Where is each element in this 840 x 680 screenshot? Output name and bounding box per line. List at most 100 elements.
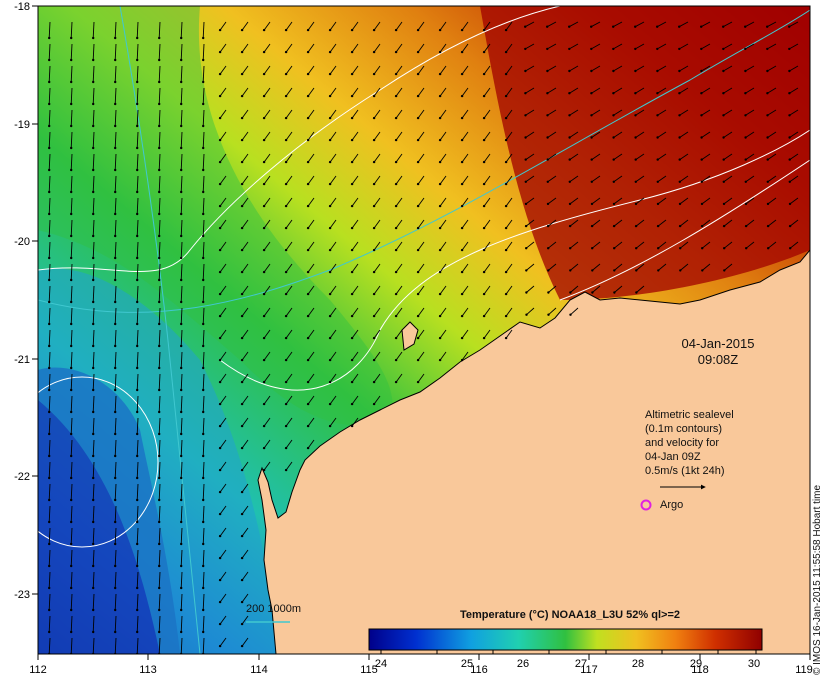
- velocity-arrow-tip: [158, 300, 161, 304]
- velocity-arrow: [461, 65, 469, 75]
- velocity-arrow: [329, 395, 337, 405]
- velocity-arrow-tip: [634, 47, 637, 51]
- velocity-arrow-tip: [136, 454, 139, 458]
- velocity-arrow-tip: [612, 202, 616, 206]
- velocity-arrow-tip: [328, 270, 332, 274]
- velocity-arrow-tip: [180, 410, 183, 414]
- velocity-arrow: [483, 131, 491, 141]
- velocity-arrow: [92, 197, 95, 215]
- velocity-arrow: [483, 263, 491, 273]
- velocity-arrow-tip: [262, 270, 266, 274]
- velocity-arrow-tip: [70, 564, 73, 568]
- velocity-arrow-tip: [591, 247, 594, 250]
- velocity-arrow-tip: [202, 278, 205, 282]
- velocity-arrow: [158, 21, 161, 39]
- velocity-arrow-tip: [372, 336, 376, 340]
- velocity-arrow-tip: [306, 292, 310, 296]
- velocity-arrow-tip: [262, 160, 266, 164]
- velocity-arrow: [180, 461, 183, 479]
- velocity-arrow-tip: [180, 564, 183, 568]
- velocity-arrow: [202, 329, 205, 347]
- velocity-arrow-tip: [438, 358, 442, 362]
- velocity-arrow: [351, 373, 359, 383]
- velocity-arrow: [679, 241, 689, 249]
- velocity-arrow-tip: [350, 248, 354, 252]
- velocity-arrow: [525, 43, 535, 50]
- velocity-arrow: [92, 351, 95, 369]
- velocity-arrow: [92, 373, 95, 391]
- velocity-arrow-tip: [158, 102, 161, 106]
- colorbar-tick-label: 28: [632, 658, 644, 670]
- velocity-arrow-tip: [306, 314, 310, 318]
- velocity-arrow-tip: [306, 424, 310, 428]
- velocity-arrow-tip: [744, 25, 747, 28]
- velocity-arrow: [635, 219, 645, 227]
- velocity-arrow-tip: [158, 146, 161, 150]
- velocity-arrow: [505, 241, 513, 251]
- velocity-arrow: [136, 65, 139, 83]
- velocity-arrow-tip: [504, 182, 508, 186]
- velocity-arrow: [114, 329, 117, 347]
- velocity-arrow-tip: [48, 498, 51, 502]
- velocity-arrow-tip: [438, 226, 442, 230]
- velocity-arrow-tip: [70, 168, 73, 172]
- velocity-arrow: [241, 351, 249, 361]
- velocity-arrow: [483, 21, 491, 31]
- velocity-arrow-tip: [635, 247, 638, 250]
- velocity-arrow-tip: [240, 50, 244, 54]
- velocity-arrow: [70, 505, 73, 523]
- velocity-arrow: [547, 153, 557, 160]
- velocity-arrow-tip: [240, 28, 244, 32]
- velocity-arrow: [158, 483, 161, 501]
- velocity-arrow: [723, 43, 733, 50]
- velocity-arrow: [136, 527, 139, 545]
- velocity-arrow: [570, 285, 579, 293]
- altimetry-line: and velocity for: [645, 437, 719, 449]
- velocity-arrow: [525, 219, 535, 227]
- velocity-arrow: [285, 241, 293, 251]
- velocity-arrow: [351, 197, 359, 207]
- velocity-arrow-tip: [180, 212, 183, 216]
- velocity-arrow-tip: [722, 114, 725, 117]
- velocity-arrow: [439, 87, 447, 97]
- velocity-arrow-tip: [591, 269, 594, 272]
- velocity-arrow-tip: [114, 410, 117, 414]
- velocity-arrow-tip: [634, 136, 637, 139]
- velocity-arrow: [546, 21, 557, 28]
- velocity-arrow-tip: [306, 50, 310, 54]
- velocity-arrow: [241, 153, 249, 163]
- velocity-arrow-tip: [284, 50, 288, 54]
- island: [401, 321, 419, 351]
- velocity-arrow: [136, 43, 139, 61]
- velocity-arrow-tip: [788, 202, 792, 206]
- velocity-arrow: [241, 549, 249, 559]
- velocity-arrow-tip: [569, 269, 572, 272]
- isobath-200: [119, 6, 201, 654]
- velocity-arrow: [701, 241, 711, 249]
- velocity-arrow: [285, 285, 293, 295]
- velocity-arrow: [680, 263, 689, 271]
- velocity-arrow-tip: [460, 204, 464, 208]
- velocity-arrow-tip: [438, 292, 442, 296]
- velocity-arrow: [767, 65, 777, 72]
- velocity-arrow-tip: [180, 344, 183, 348]
- velocity-arrow: [701, 175, 711, 183]
- velocity-arrow-tip: [482, 72, 486, 76]
- velocity-arrow-tip: [240, 402, 244, 406]
- velocity-arrow-tip: [722, 202, 726, 206]
- velocity-arrow-tip: [48, 630, 51, 634]
- velocity-arrow-tip: [114, 300, 117, 304]
- velocity-arrow: [439, 43, 447, 53]
- velocity-arrow: [202, 307, 205, 325]
- velocity-arrow: [592, 285, 601, 293]
- velocity-arrow-tip: [612, 180, 615, 183]
- velocity-arrow-tip: [568, 114, 571, 117]
- velocity-arrow: [789, 219, 799, 227]
- velocity-arrow: [767, 241, 777, 249]
- velocity-arrow: [285, 373, 293, 383]
- velocity-arrow: [439, 109, 447, 119]
- velocity-arrow-tip: [590, 114, 593, 117]
- velocity-arrow-tip: [569, 313, 572, 316]
- velocity-arrow: [48, 109, 51, 127]
- velocity-arrow: [351, 175, 359, 185]
